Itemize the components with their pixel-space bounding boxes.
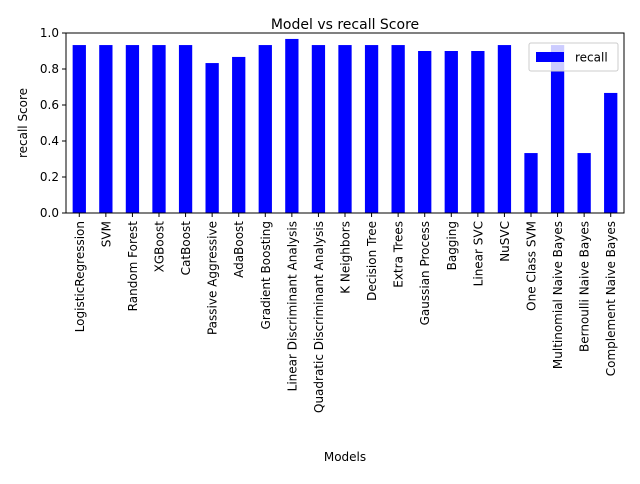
y-tick-label: 1.0	[40, 26, 59, 40]
x-tick-label: CatBoost	[179, 221, 193, 276]
bar	[258, 45, 272, 214]
y-axis-label: recall Score	[16, 88, 30, 158]
bar	[418, 51, 432, 213]
bar	[577, 153, 591, 213]
legend: recall	[528, 42, 619, 72]
x-tick-label: Linear Discriminant Analysis	[285, 221, 299, 391]
bar	[524, 153, 538, 213]
bar	[550, 45, 565, 214]
bar	[471, 51, 485, 213]
y-tick-label: 0.4	[40, 134, 59, 148]
x-tick-label: LogisticRegression	[73, 221, 87, 332]
x-axis-label: Models	[324, 450, 366, 464]
y-tick-label: 0.0	[40, 206, 59, 220]
x-tick-label: Passive Aggressive	[206, 221, 220, 335]
x-tick-label: Quadratic Discriminant Analysis	[312, 221, 326, 413]
x-tick-label: Complement Naive Bayes	[604, 221, 618, 376]
bar	[497, 45, 512, 214]
x-tick-label: Decision Tree	[365, 221, 379, 301]
legend-swatch	[536, 52, 564, 62]
x-tick-label: SVM	[99, 221, 113, 247]
x-tick-label: Gradient Boosting	[259, 221, 273, 329]
y-tick-label: 0.2	[40, 170, 59, 184]
bar	[285, 38, 299, 213]
legend-frame	[528, 42, 619, 72]
bar	[72, 45, 86, 214]
x-tick-label: Bagging	[445, 221, 459, 270]
bar	[311, 45, 326, 214]
x-tick-label: Linear SVC	[471, 221, 485, 286]
x-tick-label: Multinomial Naive Bayes	[551, 221, 565, 369]
bar	[178, 45, 193, 214]
x-tick-label: XGBoost	[153, 221, 167, 273]
x-axis: LogisticRegression SVM Random Forest XGBoos…	[73, 213, 618, 413]
y-tick-label: 0.8	[40, 62, 59, 76]
bars-layer	[72, 38, 618, 214]
legend-label: recall	[575, 51, 608, 65]
x-tick-label: K Neighbors	[339, 221, 353, 294]
bar	[205, 63, 219, 214]
plot-frame	[65, 32, 625, 214]
bar	[152, 45, 166, 214]
x-tick-label: Extra Trees	[392, 221, 406, 288]
bar	[99, 45, 113, 214]
y-tick-label: 0.6	[40, 98, 59, 112]
bar	[232, 56, 246, 213]
bar	[338, 45, 352, 214]
x-tick-label: Gaussian Process	[418, 221, 432, 325]
x-tick-label: NuSVC	[498, 221, 512, 262]
bar	[444, 51, 458, 213]
x-tick-label: Random Forest	[126, 221, 140, 312]
chart-title: Model vs recall Score	[271, 17, 419, 33]
bar	[125, 45, 140, 214]
bar	[391, 45, 405, 214]
bar	[364, 45, 379, 214]
bar	[604, 92, 618, 213]
x-tick-label: AdaBoost	[232, 221, 246, 278]
x-tick-label: Bernoulli Naive Bayes	[578, 221, 592, 352]
y-axis: 0.0 0.2 0.4 0.6 0.8 1.0	[40, 26, 66, 220]
x-tick-label: One Class SVM	[525, 221, 539, 311]
